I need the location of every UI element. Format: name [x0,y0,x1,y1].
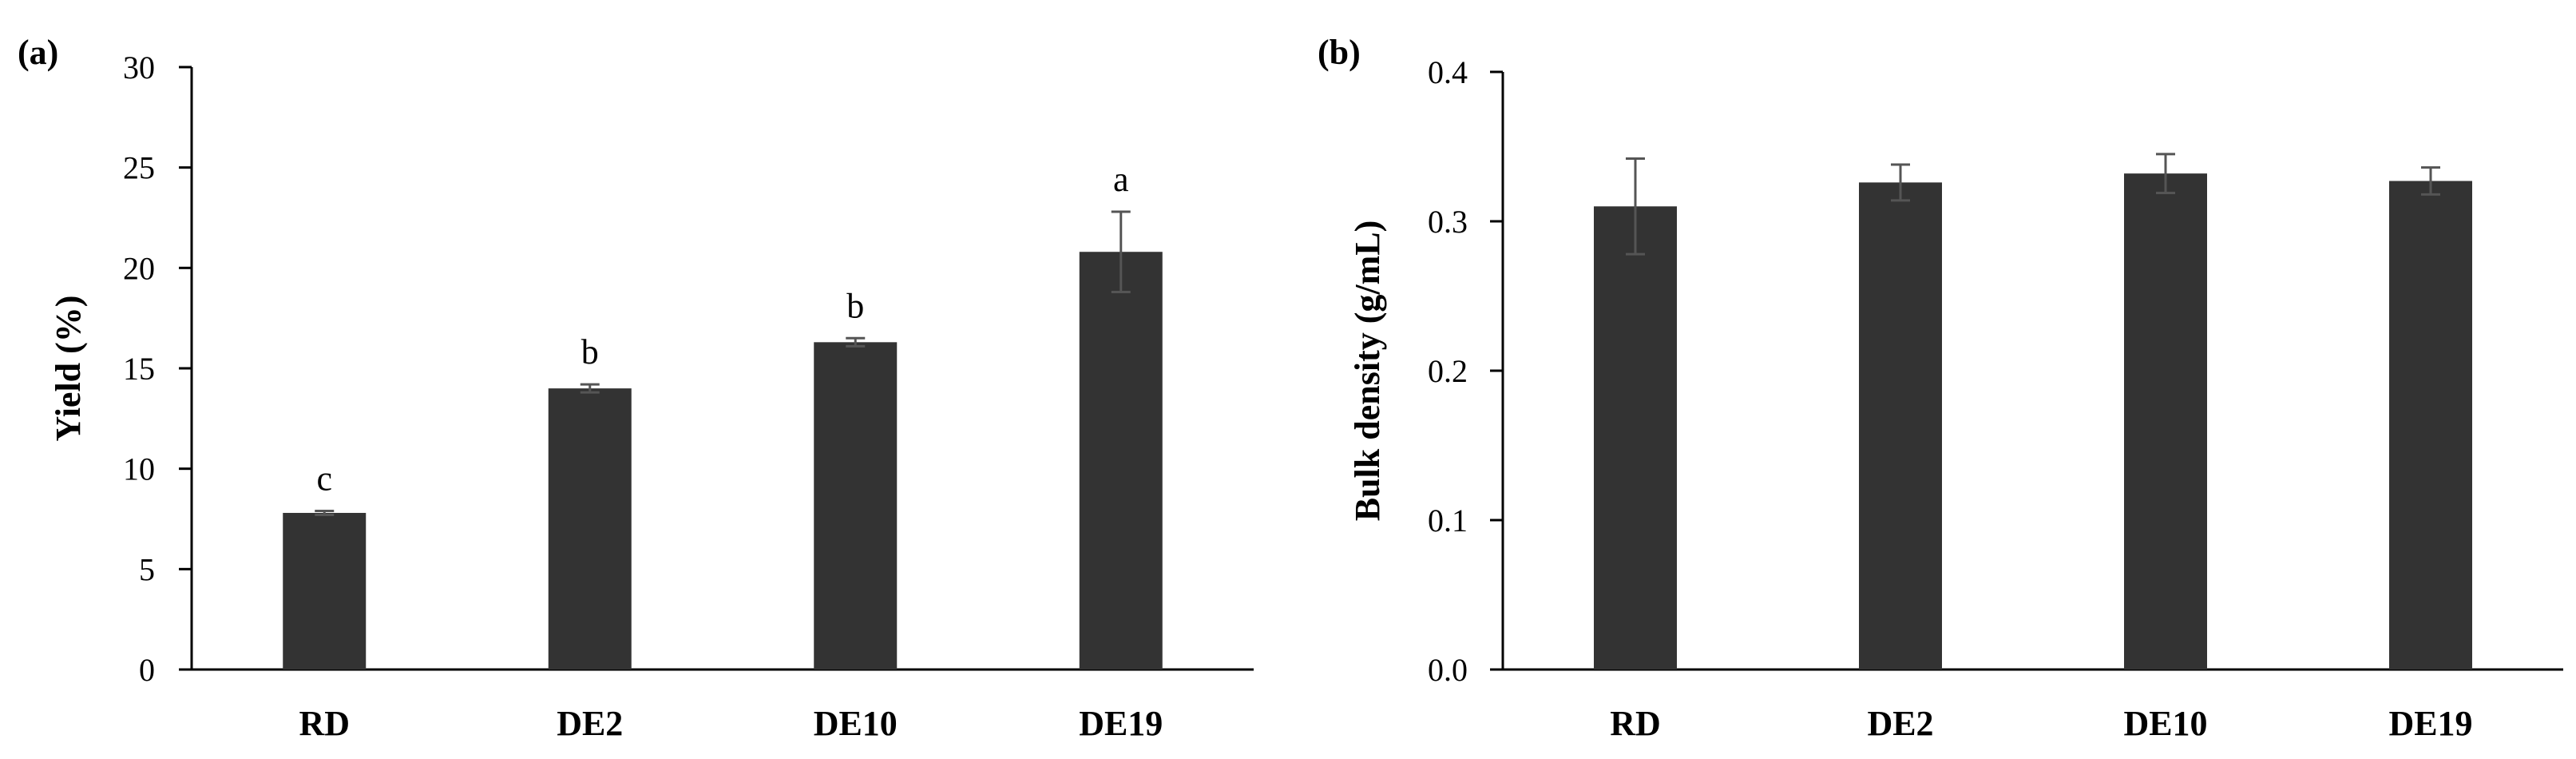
x-category-label-b: DE10 [2123,704,2207,743]
bar-a [548,388,632,670]
y-tick-label-a: 15 [123,351,155,387]
significance-letter-a: a [1113,160,1129,199]
y-tick-label-b: 0.0 [1428,652,1468,688]
y-tick-label-b: 0.4 [1428,54,1468,90]
y-tick-label-a: 5 [139,551,155,587]
significance-letter-a: c [316,459,332,498]
bar-a [283,512,367,670]
bar-b [2124,173,2207,670]
y-tick-label-a: 30 [123,50,155,85]
y-tick-label-a: 25 [123,150,155,186]
panel-label-a: (a) [18,33,58,72]
bar-b [1594,206,1677,670]
y-tick-label-a: 0 [139,652,155,688]
significance-letter-a: b [846,286,864,325]
significance-letter-a: b [581,332,599,372]
y-tick-label-b: 0.2 [1428,353,1468,389]
x-category-label-b: DE2 [1867,704,1933,743]
x-category-label-a: RD [299,704,350,743]
y-tick-label-b: 0.1 [1428,503,1468,538]
bar-b [1859,182,1942,670]
y-tick-label-b: 0.3 [1428,204,1468,240]
bar-a [1079,252,1163,670]
x-category-label-a: DE10 [814,704,898,743]
y-tick-label-a: 20 [123,250,155,286]
chart-panel-a: (a) 0 5 10 15 20 25 30 Yield (%) RD c DE2 b DE10 b DE19… [18,33,1254,743]
x-category-label-a: DE19 [1079,704,1163,743]
panel-label-b: (b) [1318,33,1361,72]
y-tick-label-a: 10 [123,451,155,487]
x-category-label-b: DE19 [2388,704,2472,743]
chart-panel-b: (b) 0.0 0.1 0.2 0.3 0.4 Bulk density (g/mL) RD D… [1318,33,2563,743]
y-axis-title-b: Bulk density (g/mL) [1348,221,1387,522]
bar-b [2389,181,2472,670]
bar-a [814,342,898,670]
x-category-label-b: RD [1610,704,1661,743]
x-category-label-a: DE2 [557,704,623,743]
y-axis-title-a: Yield (%) [49,296,88,442]
